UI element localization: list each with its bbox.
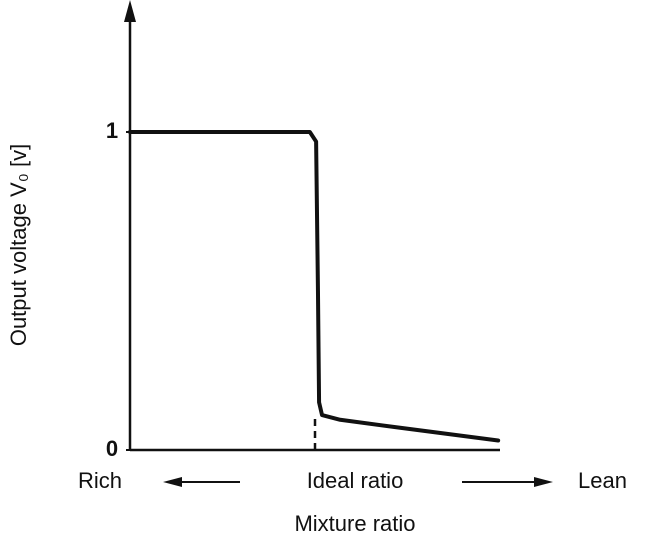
lean-label: Lean (578, 468, 627, 493)
y-tick-label: 0 (106, 436, 118, 461)
voltage-curve (128, 130, 501, 443)
y-axis-arrow (124, 0, 136, 22)
ideal-label: Ideal ratio (307, 468, 404, 493)
y-axis-label: Output voltage V₀ [v] (6, 144, 31, 346)
y-tick-label: 1 (106, 118, 118, 143)
lean-arrow-head (534, 477, 553, 487)
x-axis-label: Mixture ratio (294, 511, 415, 536)
rich-arrow-head (163, 477, 182, 487)
rich-label: Rich (78, 468, 122, 493)
